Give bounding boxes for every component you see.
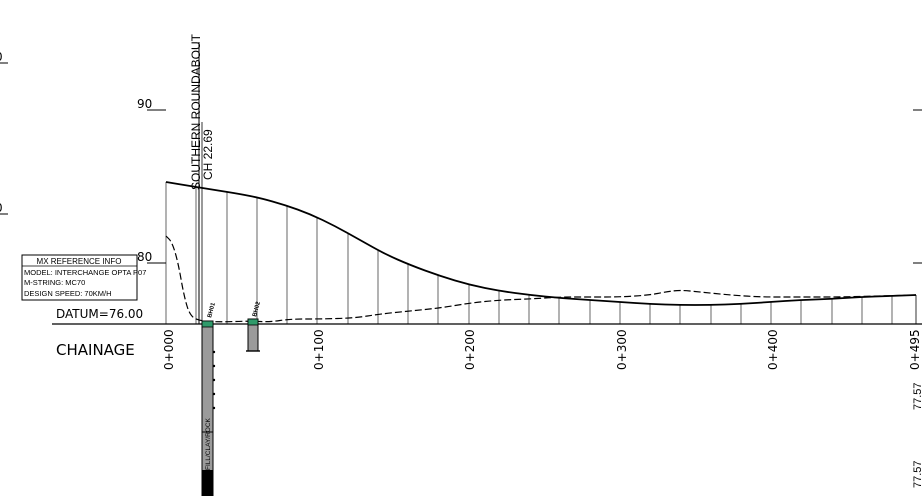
borehole-1-dot — [212, 350, 216, 354]
info-box-speed: DESIGN SPEED: 70KM/H — [24, 289, 112, 298]
borehole-1-dot — [212, 378, 216, 382]
elevation-label-80: 80 — [137, 250, 152, 264]
datum-label: DATUM=76.00 — [56, 307, 143, 321]
callout-title: SOUTHERN ROUNDABOUT — [189, 33, 203, 190]
info-box-frame — [21, 254, 138, 301]
chainage-label: CHAINAGE — [56, 341, 135, 359]
elevation-label-left-top: 0 — [0, 50, 3, 64]
chainage-ticks: 0+000 0+100 0+200 0+300 0+400 0+495 — [162, 329, 922, 370]
borehole-1-dot — [212, 406, 216, 410]
callout-chainage: CH 22.69 — [201, 129, 215, 180]
chainage-tick-100: 0+100 — [312, 329, 326, 370]
chainage-tick-0: 0+000 — [162, 329, 176, 370]
chainage-tick-300: 0+300 — [615, 329, 629, 370]
design-profile-line — [165, 181, 917, 306]
borehole-2-top-layer — [247, 318, 259, 326]
borehole-1-dot — [212, 392, 216, 396]
borehole-1-strip-text: FILL/CLAY/ROCK — [205, 417, 212, 470]
borehole-2: BH02 — [246, 301, 262, 352]
station-lines — [165, 182, 917, 324]
borehole-2-tag: BH02 — [252, 301, 262, 318]
info-box-title: MX REFERENCE INFO — [37, 257, 122, 266]
chainage-tick-200: 0+200 — [463, 329, 477, 370]
borehole-1-bottom-layer — [202, 470, 213, 496]
right-edge-value-1: 77.57 — [912, 382, 922, 410]
borehole-1: FILL/CLAY/ROCK BH01 — [201, 302, 217, 496]
info-box-string: M-STRING: MC70 — [24, 278, 85, 287]
right-edge-value-2: 77.57 — [912, 460, 922, 488]
elevation-label-90: 90 — [137, 97, 152, 111]
southern-roundabout-callout: SOUTHERN ROUNDABOUT CH 22.69 — [189, 33, 215, 324]
borehole-1-dot — [212, 364, 216, 368]
existing-ground-line — [165, 235, 917, 323]
chainage-tick-400: 0+400 — [766, 329, 780, 370]
mx-reference-info-box: MX REFERENCE INFO MODEL: INTERCHANGE OPT… — [21, 254, 146, 301]
elevation-label-left-mid: 0 — [0, 201, 3, 215]
chainage-tick-495: 0+495 — [908, 329, 922, 370]
info-box-model: MODEL: INTERCHANGE OPTA P07 — [24, 268, 146, 277]
borehole-1-tag: BH01 — [207, 302, 217, 319]
borehole-1-top-layer — [201, 320, 214, 328]
